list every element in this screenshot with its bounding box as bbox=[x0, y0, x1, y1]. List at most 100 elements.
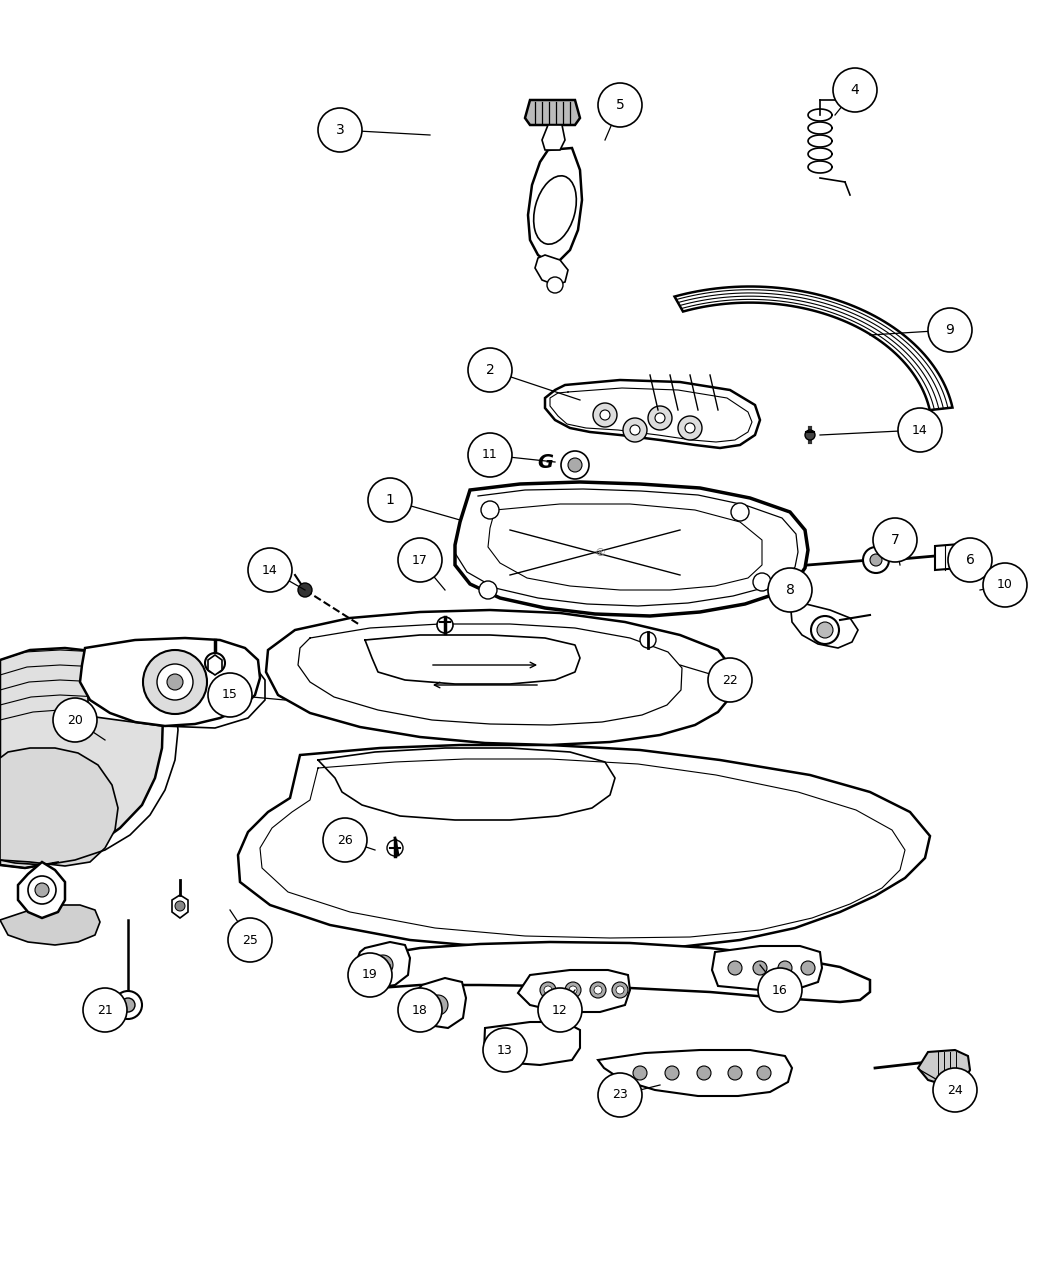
Circle shape bbox=[561, 451, 589, 480]
Polygon shape bbox=[208, 655, 222, 675]
Polygon shape bbox=[88, 642, 265, 728]
Polygon shape bbox=[525, 100, 580, 125]
Circle shape bbox=[863, 547, 889, 573]
Polygon shape bbox=[0, 748, 118, 866]
Polygon shape bbox=[80, 638, 260, 726]
Circle shape bbox=[778, 961, 792, 975]
Circle shape bbox=[544, 986, 552, 994]
Text: 15: 15 bbox=[222, 688, 238, 701]
Text: 16: 16 bbox=[772, 984, 788, 996]
Circle shape bbox=[598, 83, 642, 127]
Text: 14: 14 bbox=[912, 423, 928, 436]
Circle shape bbox=[468, 348, 512, 391]
Circle shape bbox=[817, 622, 833, 638]
Text: 10: 10 bbox=[997, 578, 1013, 591]
Polygon shape bbox=[790, 600, 858, 648]
Circle shape bbox=[468, 434, 512, 477]
Text: G: G bbox=[537, 453, 553, 472]
Circle shape bbox=[483, 1028, 527, 1072]
Circle shape bbox=[28, 876, 56, 904]
Circle shape bbox=[805, 430, 815, 440]
Circle shape bbox=[983, 563, 1027, 608]
Circle shape bbox=[928, 308, 972, 352]
Circle shape bbox=[728, 1065, 742, 1079]
Circle shape bbox=[298, 583, 312, 597]
Text: 18: 18 bbox=[412, 1004, 428, 1017]
Circle shape bbox=[318, 107, 362, 152]
Polygon shape bbox=[518, 969, 630, 1012]
Polygon shape bbox=[918, 1050, 970, 1086]
Circle shape bbox=[833, 68, 877, 113]
Circle shape bbox=[870, 554, 882, 567]
Circle shape bbox=[768, 568, 812, 611]
Text: 1: 1 bbox=[386, 492, 394, 506]
Polygon shape bbox=[378, 943, 870, 1001]
Circle shape bbox=[640, 632, 656, 648]
Circle shape bbox=[753, 961, 767, 975]
Circle shape bbox=[348, 953, 392, 998]
Text: 14: 14 bbox=[262, 564, 278, 577]
Circle shape bbox=[616, 986, 624, 994]
Text: 19: 19 bbox=[362, 968, 378, 981]
Circle shape bbox=[708, 657, 752, 702]
Circle shape bbox=[990, 579, 1006, 596]
Circle shape bbox=[228, 918, 272, 962]
Circle shape bbox=[630, 425, 640, 435]
Polygon shape bbox=[413, 978, 466, 1028]
Circle shape bbox=[569, 986, 576, 994]
Text: 20: 20 bbox=[67, 714, 83, 726]
Polygon shape bbox=[542, 125, 565, 150]
Circle shape bbox=[387, 840, 403, 856]
Circle shape bbox=[655, 413, 665, 423]
Circle shape bbox=[121, 998, 135, 1012]
Circle shape bbox=[323, 819, 367, 862]
Circle shape bbox=[731, 503, 749, 521]
Circle shape bbox=[811, 616, 839, 645]
Circle shape bbox=[143, 650, 207, 714]
Text: 4: 4 bbox=[851, 83, 859, 97]
Circle shape bbox=[368, 478, 412, 522]
Text: 22: 22 bbox=[722, 674, 737, 687]
Circle shape bbox=[565, 982, 581, 998]
Circle shape bbox=[648, 405, 672, 430]
Text: 6: 6 bbox=[966, 553, 974, 567]
Circle shape bbox=[593, 403, 618, 427]
Circle shape bbox=[623, 418, 647, 443]
Polygon shape bbox=[528, 148, 582, 262]
Text: 8: 8 bbox=[786, 583, 794, 597]
Circle shape bbox=[205, 654, 225, 673]
Polygon shape bbox=[545, 380, 760, 448]
Circle shape bbox=[167, 674, 183, 689]
Circle shape bbox=[175, 900, 185, 911]
Circle shape bbox=[428, 995, 448, 1016]
Circle shape bbox=[753, 573, 771, 591]
Polygon shape bbox=[238, 744, 930, 950]
Polygon shape bbox=[355, 943, 410, 987]
Text: 11: 11 bbox=[482, 449, 498, 462]
Polygon shape bbox=[456, 482, 808, 616]
Circle shape bbox=[373, 955, 393, 975]
Polygon shape bbox=[266, 610, 732, 744]
Circle shape bbox=[538, 987, 582, 1032]
Circle shape bbox=[801, 961, 815, 975]
Circle shape bbox=[479, 581, 497, 599]
Circle shape bbox=[208, 673, 252, 718]
Polygon shape bbox=[598, 1050, 792, 1096]
Text: 12: 12 bbox=[552, 1004, 568, 1017]
Circle shape bbox=[598, 1073, 642, 1117]
Text: 7: 7 bbox=[891, 533, 899, 547]
Polygon shape bbox=[18, 862, 65, 918]
Circle shape bbox=[757, 1065, 771, 1079]
Circle shape bbox=[437, 616, 453, 633]
Circle shape bbox=[633, 1065, 647, 1079]
Circle shape bbox=[594, 986, 602, 994]
Circle shape bbox=[568, 458, 582, 472]
Circle shape bbox=[600, 411, 610, 420]
Text: 23: 23 bbox=[612, 1088, 628, 1101]
Circle shape bbox=[933, 1068, 977, 1111]
Polygon shape bbox=[0, 648, 163, 868]
Circle shape bbox=[612, 982, 628, 998]
Circle shape bbox=[665, 1065, 679, 1079]
Circle shape bbox=[35, 883, 49, 897]
Text: 17: 17 bbox=[412, 554, 428, 567]
